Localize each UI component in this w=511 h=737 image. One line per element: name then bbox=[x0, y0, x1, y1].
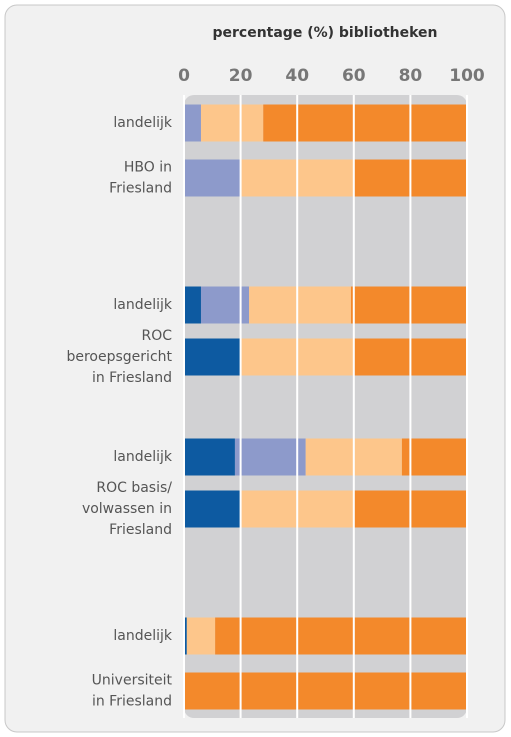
bar-segment bbox=[184, 338, 241, 376]
bar-segment bbox=[215, 617, 467, 655]
bar-segment bbox=[234, 438, 306, 476]
plot-area bbox=[184, 95, 467, 718]
bar-segment bbox=[200, 286, 250, 324]
y-tick-label: ROC basis/ bbox=[96, 480, 172, 496]
bar-segment bbox=[263, 104, 467, 142]
bar-segment bbox=[350, 286, 467, 324]
y-tick-label: landelijk bbox=[113, 115, 173, 131]
bar-segment bbox=[249, 286, 351, 324]
y-tick-label: landelijk bbox=[113, 628, 173, 644]
x-tick-label: 80 bbox=[399, 66, 423, 86]
bar-segment bbox=[186, 617, 216, 655]
bar-segment bbox=[184, 490, 241, 528]
y-tick-label: ROC bbox=[141, 328, 172, 344]
y-tick-label: in Friesland bbox=[92, 370, 172, 386]
x-tick-label: 60 bbox=[342, 66, 366, 86]
bar-segment bbox=[401, 438, 467, 476]
x-tick-label: 20 bbox=[229, 66, 253, 86]
y-tick-label: volwassen in bbox=[82, 501, 172, 517]
y-tick-label: landelijk bbox=[113, 449, 173, 465]
bar-segment bbox=[184, 286, 201, 324]
x-tick-label: 0 bbox=[178, 66, 190, 86]
y-tick-label: beroepsgericht bbox=[66, 349, 172, 365]
y-tick-label: in Friesland bbox=[92, 694, 172, 710]
x-tick-label: 40 bbox=[285, 66, 309, 86]
bar-segment bbox=[184, 159, 241, 197]
y-tick-label: HBO in bbox=[124, 160, 172, 176]
bar-segment bbox=[184, 104, 201, 142]
bar-segment bbox=[184, 672, 467, 710]
y-tick-label: landelijk bbox=[113, 297, 173, 313]
bar-segment bbox=[184, 438, 235, 476]
y-tick-label: Friesland bbox=[109, 522, 172, 538]
bar-segment bbox=[200, 104, 264, 142]
chart-title: percentage (%) bibliotheken bbox=[212, 25, 437, 41]
y-tick-label: Universiteit bbox=[92, 673, 173, 689]
x-tick-label: 100 bbox=[449, 66, 485, 86]
bar-segment bbox=[184, 617, 187, 655]
y-tick-label: Friesland bbox=[109, 181, 172, 197]
